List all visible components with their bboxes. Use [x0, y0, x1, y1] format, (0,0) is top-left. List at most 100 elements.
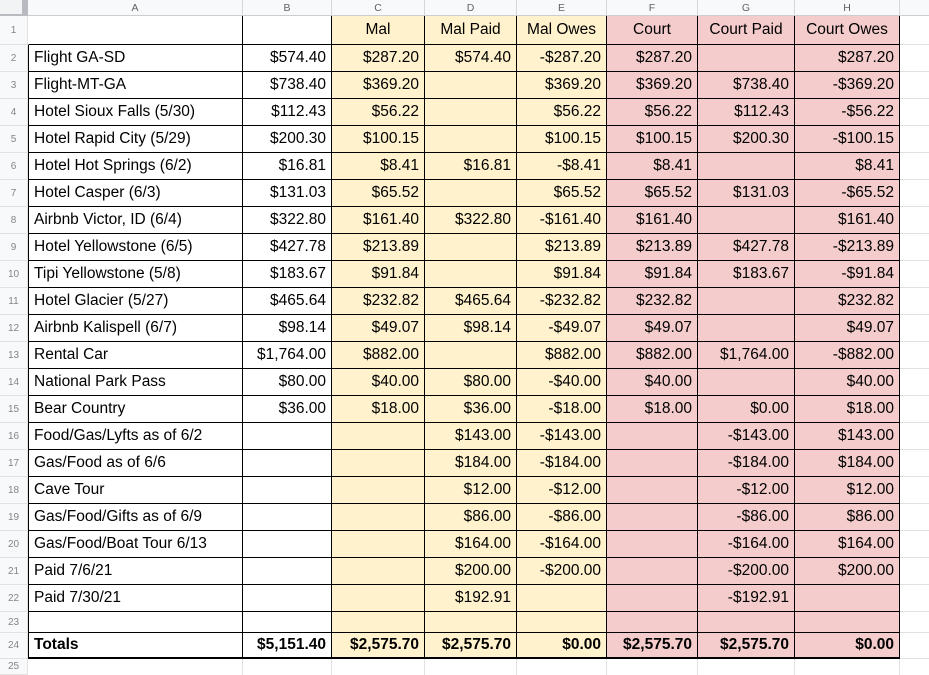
cell-C3[interactable]: $369.20: [332, 72, 425, 99]
cell-E22[interactable]: [517, 585, 607, 612]
cell-A1[interactable]: [28, 16, 243, 45]
cell-G25[interactable]: [698, 659, 795, 675]
cell-I24[interactable]: [900, 633, 929, 659]
cell-I16[interactable]: [900, 423, 929, 450]
cell-I5[interactable]: [900, 126, 929, 153]
cell-F6[interactable]: $8.41: [607, 153, 698, 180]
cell-D23[interactable]: [425, 612, 517, 633]
row-header-1[interactable]: 1: [0, 16, 27, 45]
row-header-4[interactable]: 4: [0, 99, 27, 126]
cell-A24[interactable]: Totals: [28, 633, 243, 659]
cell-H21[interactable]: $200.00: [795, 558, 900, 585]
cell-E12[interactable]: -$49.07: [517, 315, 607, 342]
row-header-5[interactable]: 5: [0, 126, 27, 153]
cell-C21[interactable]: [332, 558, 425, 585]
cell-G22[interactable]: -$192.91: [698, 585, 795, 612]
cell-D3[interactable]: [425, 72, 517, 99]
cell-E4[interactable]: $56.22: [517, 99, 607, 126]
cell-B18[interactable]: [243, 477, 332, 504]
cell-F20[interactable]: [607, 531, 698, 558]
cell-C4[interactable]: $56.22: [332, 99, 425, 126]
cell-A5[interactable]: Hotel Rapid City (5/29): [28, 126, 243, 153]
cell-E18[interactable]: -$12.00: [517, 477, 607, 504]
cell-C7[interactable]: $65.52: [332, 180, 425, 207]
cell-B8[interactable]: $322.80: [243, 207, 332, 234]
cell-D13[interactable]: [425, 342, 517, 369]
cell-A7[interactable]: Hotel Casper (6/3): [28, 180, 243, 207]
cell-G18[interactable]: -$12.00: [698, 477, 795, 504]
column-header-B[interactable]: B: [243, 0, 332, 15]
cell-C19[interactable]: [332, 504, 425, 531]
cell-B1[interactable]: [243, 16, 332, 45]
cell-C24[interactable]: $2,575.70: [332, 633, 425, 659]
cell-C25[interactable]: [332, 659, 425, 675]
cell-B16[interactable]: [243, 423, 332, 450]
cell-D18[interactable]: $12.00: [425, 477, 517, 504]
row-header-10[interactable]: 10: [0, 261, 27, 288]
cell-B13[interactable]: $1,764.00: [243, 342, 332, 369]
cell-C22[interactable]: [332, 585, 425, 612]
cell-A10[interactable]: Tipi Yellowstone (5/8): [28, 261, 243, 288]
cell-C11[interactable]: $232.82: [332, 288, 425, 315]
cell-C10[interactable]: $91.84: [332, 261, 425, 288]
cell-E9[interactable]: $213.89: [517, 234, 607, 261]
cell-B23[interactable]: [243, 612, 332, 633]
cell-E25[interactable]: [517, 659, 607, 675]
cell-D8[interactable]: $322.80: [425, 207, 517, 234]
cell-A23[interactable]: [28, 612, 243, 633]
cell-I11[interactable]: [900, 288, 929, 315]
row-header-25[interactable]: 25: [0, 659, 27, 675]
cell-A20[interactable]: Gas/Food/Boat Tour 6/13: [28, 531, 243, 558]
column-header-C[interactable]: C: [332, 0, 425, 15]
cell-G11[interactable]: [698, 288, 795, 315]
cell-D14[interactable]: $80.00: [425, 369, 517, 396]
cell-I22[interactable]: [900, 585, 929, 612]
cell-E10[interactable]: $91.84: [517, 261, 607, 288]
row-header-2[interactable]: 2: [0, 45, 27, 72]
cell-D7[interactable]: [425, 180, 517, 207]
row-header-18[interactable]: 18: [0, 477, 27, 504]
cell-I8[interactable]: [900, 207, 929, 234]
cell-H12[interactable]: $49.07: [795, 315, 900, 342]
cell-F22[interactable]: [607, 585, 698, 612]
cell-H7[interactable]: -$65.52: [795, 180, 900, 207]
cell-H22[interactable]: [795, 585, 900, 612]
cell-G13[interactable]: $1,764.00: [698, 342, 795, 369]
cell-G10[interactable]: $183.67: [698, 261, 795, 288]
cell-A11[interactable]: Hotel Glacier (5/27): [28, 288, 243, 315]
cell-A9[interactable]: Hotel Yellowstone (6/5): [28, 234, 243, 261]
cell-G17[interactable]: -$184.00: [698, 450, 795, 477]
row-header-21[interactable]: 21: [0, 558, 27, 585]
cell-C23[interactable]: [332, 612, 425, 633]
cell-H8[interactable]: $161.40: [795, 207, 900, 234]
cell-H20[interactable]: $164.00: [795, 531, 900, 558]
cell-E7[interactable]: $65.52: [517, 180, 607, 207]
cell-G20[interactable]: -$164.00: [698, 531, 795, 558]
cell-B14[interactable]: $80.00: [243, 369, 332, 396]
row-header-16[interactable]: 16: [0, 423, 27, 450]
cell-F1[interactable]: Court: [607, 16, 698, 45]
cell-H1[interactable]: Court Owes: [795, 16, 900, 45]
cell-B2[interactable]: $574.40: [243, 45, 332, 72]
cell-D24[interactable]: $2,575.70: [425, 633, 517, 659]
cell-D11[interactable]: $465.64: [425, 288, 517, 315]
cell-H24[interactable]: $0.00: [795, 633, 900, 659]
cell-B15[interactable]: $36.00: [243, 396, 332, 423]
cell-G19[interactable]: -$86.00: [698, 504, 795, 531]
cell-E17[interactable]: -$184.00: [517, 450, 607, 477]
cell-A17[interactable]: Gas/Food as of 6/6: [28, 450, 243, 477]
cell-D6[interactable]: $16.81: [425, 153, 517, 180]
cell-F23[interactable]: [607, 612, 698, 633]
cell-I14[interactable]: [900, 369, 929, 396]
cell-I9[interactable]: [900, 234, 929, 261]
cell-H10[interactable]: -$91.84: [795, 261, 900, 288]
cell-C1[interactable]: Mal: [332, 16, 425, 45]
cell-B3[interactable]: $738.40: [243, 72, 332, 99]
row-header-12[interactable]: 12: [0, 315, 27, 342]
cell-E6[interactable]: -$8.41: [517, 153, 607, 180]
cell-I23[interactable]: [900, 612, 929, 633]
cell-E8[interactable]: -$161.40: [517, 207, 607, 234]
cell-H3[interactable]: -$369.20: [795, 72, 900, 99]
cell-A8[interactable]: Airbnb Victor, ID (6/4): [28, 207, 243, 234]
cell-F24[interactable]: $2,575.70: [607, 633, 698, 659]
